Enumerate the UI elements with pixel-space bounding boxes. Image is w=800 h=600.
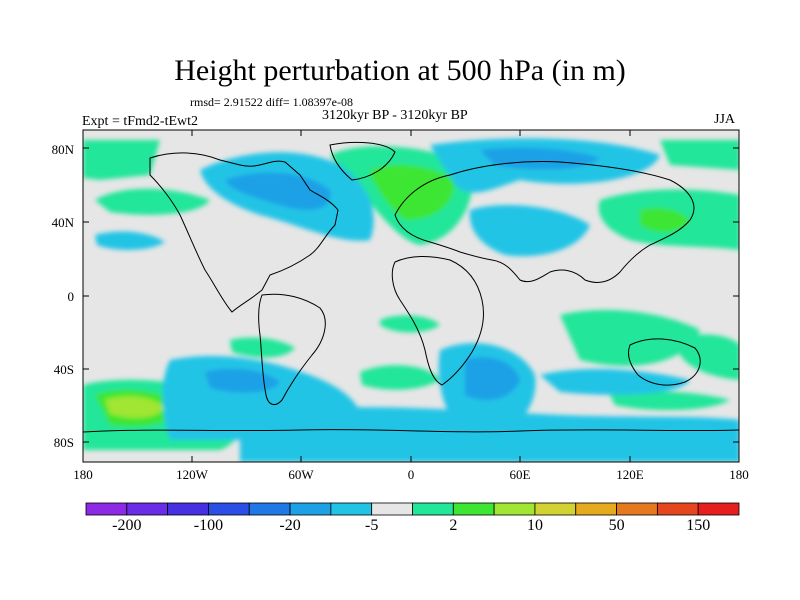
lon-label-60w: 60W (288, 467, 314, 482)
lat-label-40n: 40N (51, 215, 74, 230)
period-text: 3120kyr BP - 3120kyr BP (322, 108, 468, 123)
season-label: JJA (714, 112, 736, 127)
colorbar-swatch (208, 502, 250, 516)
colorbar-swatch (616, 502, 658, 516)
lat-label-eq: 0 (67, 289, 75, 304)
coast-australia (627, 338, 701, 386)
anomaly-field (83, 138, 739, 462)
colorbar-swatch (412, 502, 454, 516)
anomaly-pos-southeast (560, 310, 700, 366)
anomaly-pos-tropics (380, 315, 440, 333)
anomaly-neg-siberia-core (480, 147, 600, 170)
colorbar-swatch (493, 502, 536, 516)
colorbar-label: -200 (112, 517, 142, 534)
anomaly-pos-indian (610, 391, 730, 411)
axis-ticks (83, 130, 739, 462)
colorbar-swatch (534, 502, 577, 516)
anomaly-pos-sam (230, 337, 295, 358)
coast-eurasia (394, 161, 695, 283)
colorbar-swatch (371, 502, 413, 516)
colorbar-label: 150 (686, 517, 711, 534)
colorbar-swatch (575, 502, 617, 516)
colorbar-label: -20 (279, 517, 301, 534)
colorbar-label: -5 (365, 517, 379, 534)
colorbar-swatch (167, 502, 209, 516)
chart-title: Height perturbation at 500 hPa (in m) (174, 54, 626, 87)
lon-label-180e: 180 (729, 467, 749, 482)
colorbar-swatch (289, 502, 332, 516)
anomaly-pos-southeast-2 (680, 334, 739, 380)
anomaly-pos-southatlantic (360, 365, 440, 390)
stats-text: rmsd= 2.91522 diff= 1.08397e-08 (190, 95, 353, 109)
anomaly-pos-arctic-east (660, 140, 739, 170)
lon-label-120w: 120W (176, 467, 208, 482)
lon-label-0: 0 (407, 467, 415, 482)
colorbar-swatch (452, 502, 495, 516)
anomaly-neg-antarctic (240, 407, 739, 462)
anomaly-neg-northpacific-2 (95, 231, 165, 250)
experiment-label: Expt = tFmd2-tEwt2 (82, 114, 199, 129)
anomaly-pos-northpacific (95, 188, 210, 215)
colorbar-swatch (126, 502, 169, 516)
lat-label-40s: 40S (53, 362, 74, 377)
anomaly-neg-southamerica-core (205, 368, 280, 393)
anomaly-neg-indian (540, 368, 690, 395)
colorbar-swatch (656, 502, 699, 516)
lon-label-120e: 120E (616, 467, 644, 482)
lon-label-180w: 180 (73, 467, 93, 482)
colorbar-swatch (330, 502, 373, 516)
lat-label-80n: 80N (51, 142, 74, 157)
anomaly-neg-centralasia (469, 205, 590, 257)
anomaly-neg-southatlantic-core (465, 357, 520, 400)
coastlines (83, 141, 739, 433)
coast-south-america (258, 293, 326, 406)
colorbar (85, 502, 740, 516)
anomaly-pos-arctic (83, 140, 160, 180)
anomaly-pos-southpacific-peak (105, 396, 165, 418)
colorbar-label: 2 (449, 517, 458, 534)
coast-antarctica (83, 429, 739, 433)
coast-africa (391, 256, 485, 386)
colorbar-label: 10 (526, 517, 543, 534)
lon-label-60e: 60E (509, 467, 531, 482)
colorbar-label: -100 (193, 517, 224, 534)
colorbar-swatch (697, 502, 740, 516)
colorbar-swatch (248, 502, 291, 516)
coast-greenland (329, 141, 396, 181)
anomaly-pos-eastasia-core (640, 208, 690, 232)
lat-label-80s: 80S (53, 435, 74, 450)
coast-north-america (149, 152, 339, 313)
colorbar-swatch (85, 502, 128, 516)
colorbar-label: 50 (608, 517, 625, 534)
